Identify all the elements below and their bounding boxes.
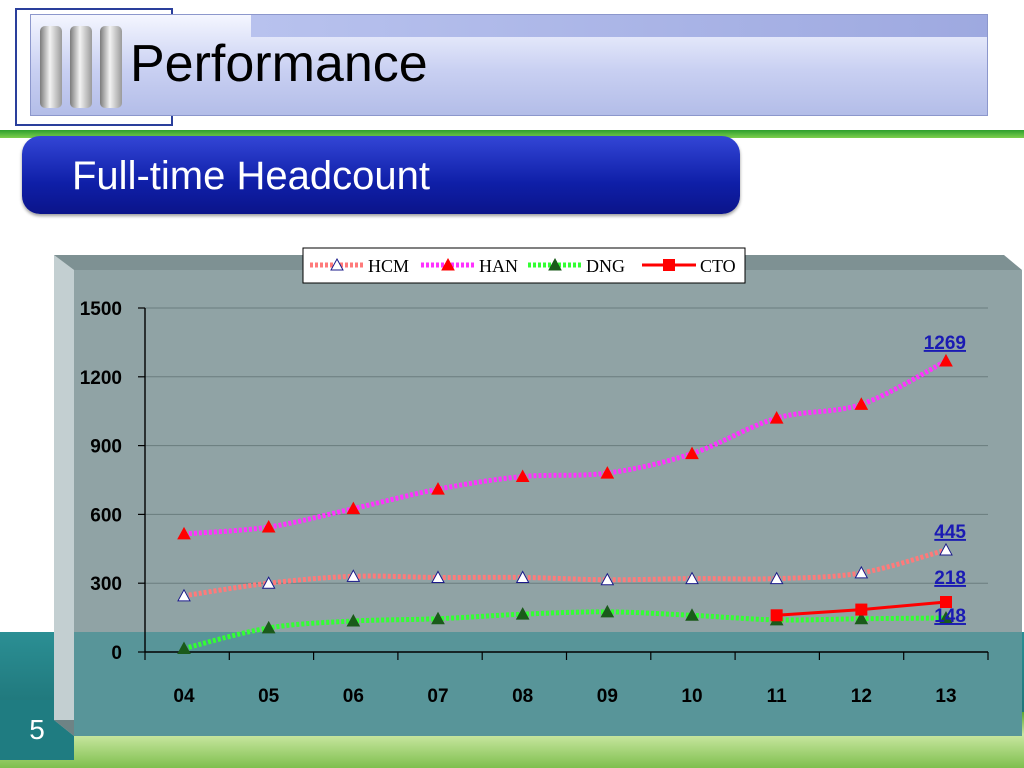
data-point: [346, 613, 361, 627]
x-tick-label: 06: [343, 686, 364, 707]
legend-label: DNG: [586, 256, 625, 276]
data-label: 445: [934, 522, 966, 543]
data-label: 218: [934, 568, 966, 589]
data-point: [261, 620, 276, 634]
data-point: [441, 257, 455, 271]
data-point: [515, 469, 530, 483]
series-line-hcm: [183, 547, 947, 599]
data-point: [177, 588, 191, 602]
data-point: [600, 572, 615, 586]
data-point: [770, 609, 783, 622]
data-point: [346, 569, 361, 582]
data-label: 1269: [924, 333, 966, 354]
section-numeral-icon: [40, 26, 128, 108]
y-tick-label: 0: [111, 643, 122, 664]
data-point: [769, 571, 784, 585]
x-tick-label: 09: [597, 686, 618, 707]
data-point: [854, 565, 869, 579]
data-point: [330, 257, 344, 271]
subtitle-text: Full-time Headcount: [72, 154, 430, 198]
plot-band: [74, 632, 1022, 736]
data-point: [685, 446, 699, 460]
data-point: [939, 542, 953, 556]
y-tick-label: 1500: [80, 299, 122, 320]
data-point: [855, 603, 868, 616]
subtitle-banner: [22, 136, 740, 214]
data-point: [685, 608, 699, 621]
data-point: [939, 353, 953, 367]
data-point: [548, 257, 562, 271]
series-line-han: [183, 358, 948, 537]
data-point: [515, 607, 530, 620]
chart-side-wall: [54, 255, 74, 736]
data-point: [600, 604, 615, 618]
header-band: [30, 14, 988, 116]
data-point: [854, 611, 869, 625]
y-tick-label: 900: [90, 437, 122, 458]
data-point: [431, 611, 445, 625]
legend-label: HAN: [479, 256, 518, 276]
data-label: 148: [934, 606, 966, 627]
data-point: [685, 571, 699, 585]
x-tick-label: 08: [512, 686, 533, 707]
data-point: [940, 596, 952, 609]
x-tick-label: 12: [851, 686, 872, 707]
data-point: [769, 411, 784, 424]
x-tick-label: 07: [427, 686, 448, 707]
data-point: [515, 570, 530, 583]
x-tick-label: 10: [681, 686, 702, 707]
legend-label: CTO: [700, 256, 736, 276]
data-point: [431, 482, 445, 495]
data-point: [261, 519, 276, 533]
x-tick-label: 05: [258, 686, 280, 707]
y-tick-label: 600: [90, 505, 122, 526]
data-point: [663, 259, 675, 271]
data-point: [939, 611, 953, 624]
x-tick-label: 04: [173, 686, 195, 707]
data-point: [177, 526, 191, 540]
page-title: Performance: [130, 35, 428, 93]
data-point: [346, 501, 361, 515]
x-tick-label: 13: [935, 686, 956, 707]
legend-label: HCM: [368, 256, 409, 276]
y-tick-label: 1200: [80, 368, 122, 389]
data-point: [431, 570, 445, 583]
divider: [0, 130, 1024, 138]
data-point: [261, 576, 276, 589]
data-point: [177, 641, 191, 655]
data-point: [600, 466, 615, 479]
data-point: [854, 397, 869, 410]
x-tick-label: 11: [767, 686, 788, 707]
y-tick-label: 300: [90, 574, 122, 595]
